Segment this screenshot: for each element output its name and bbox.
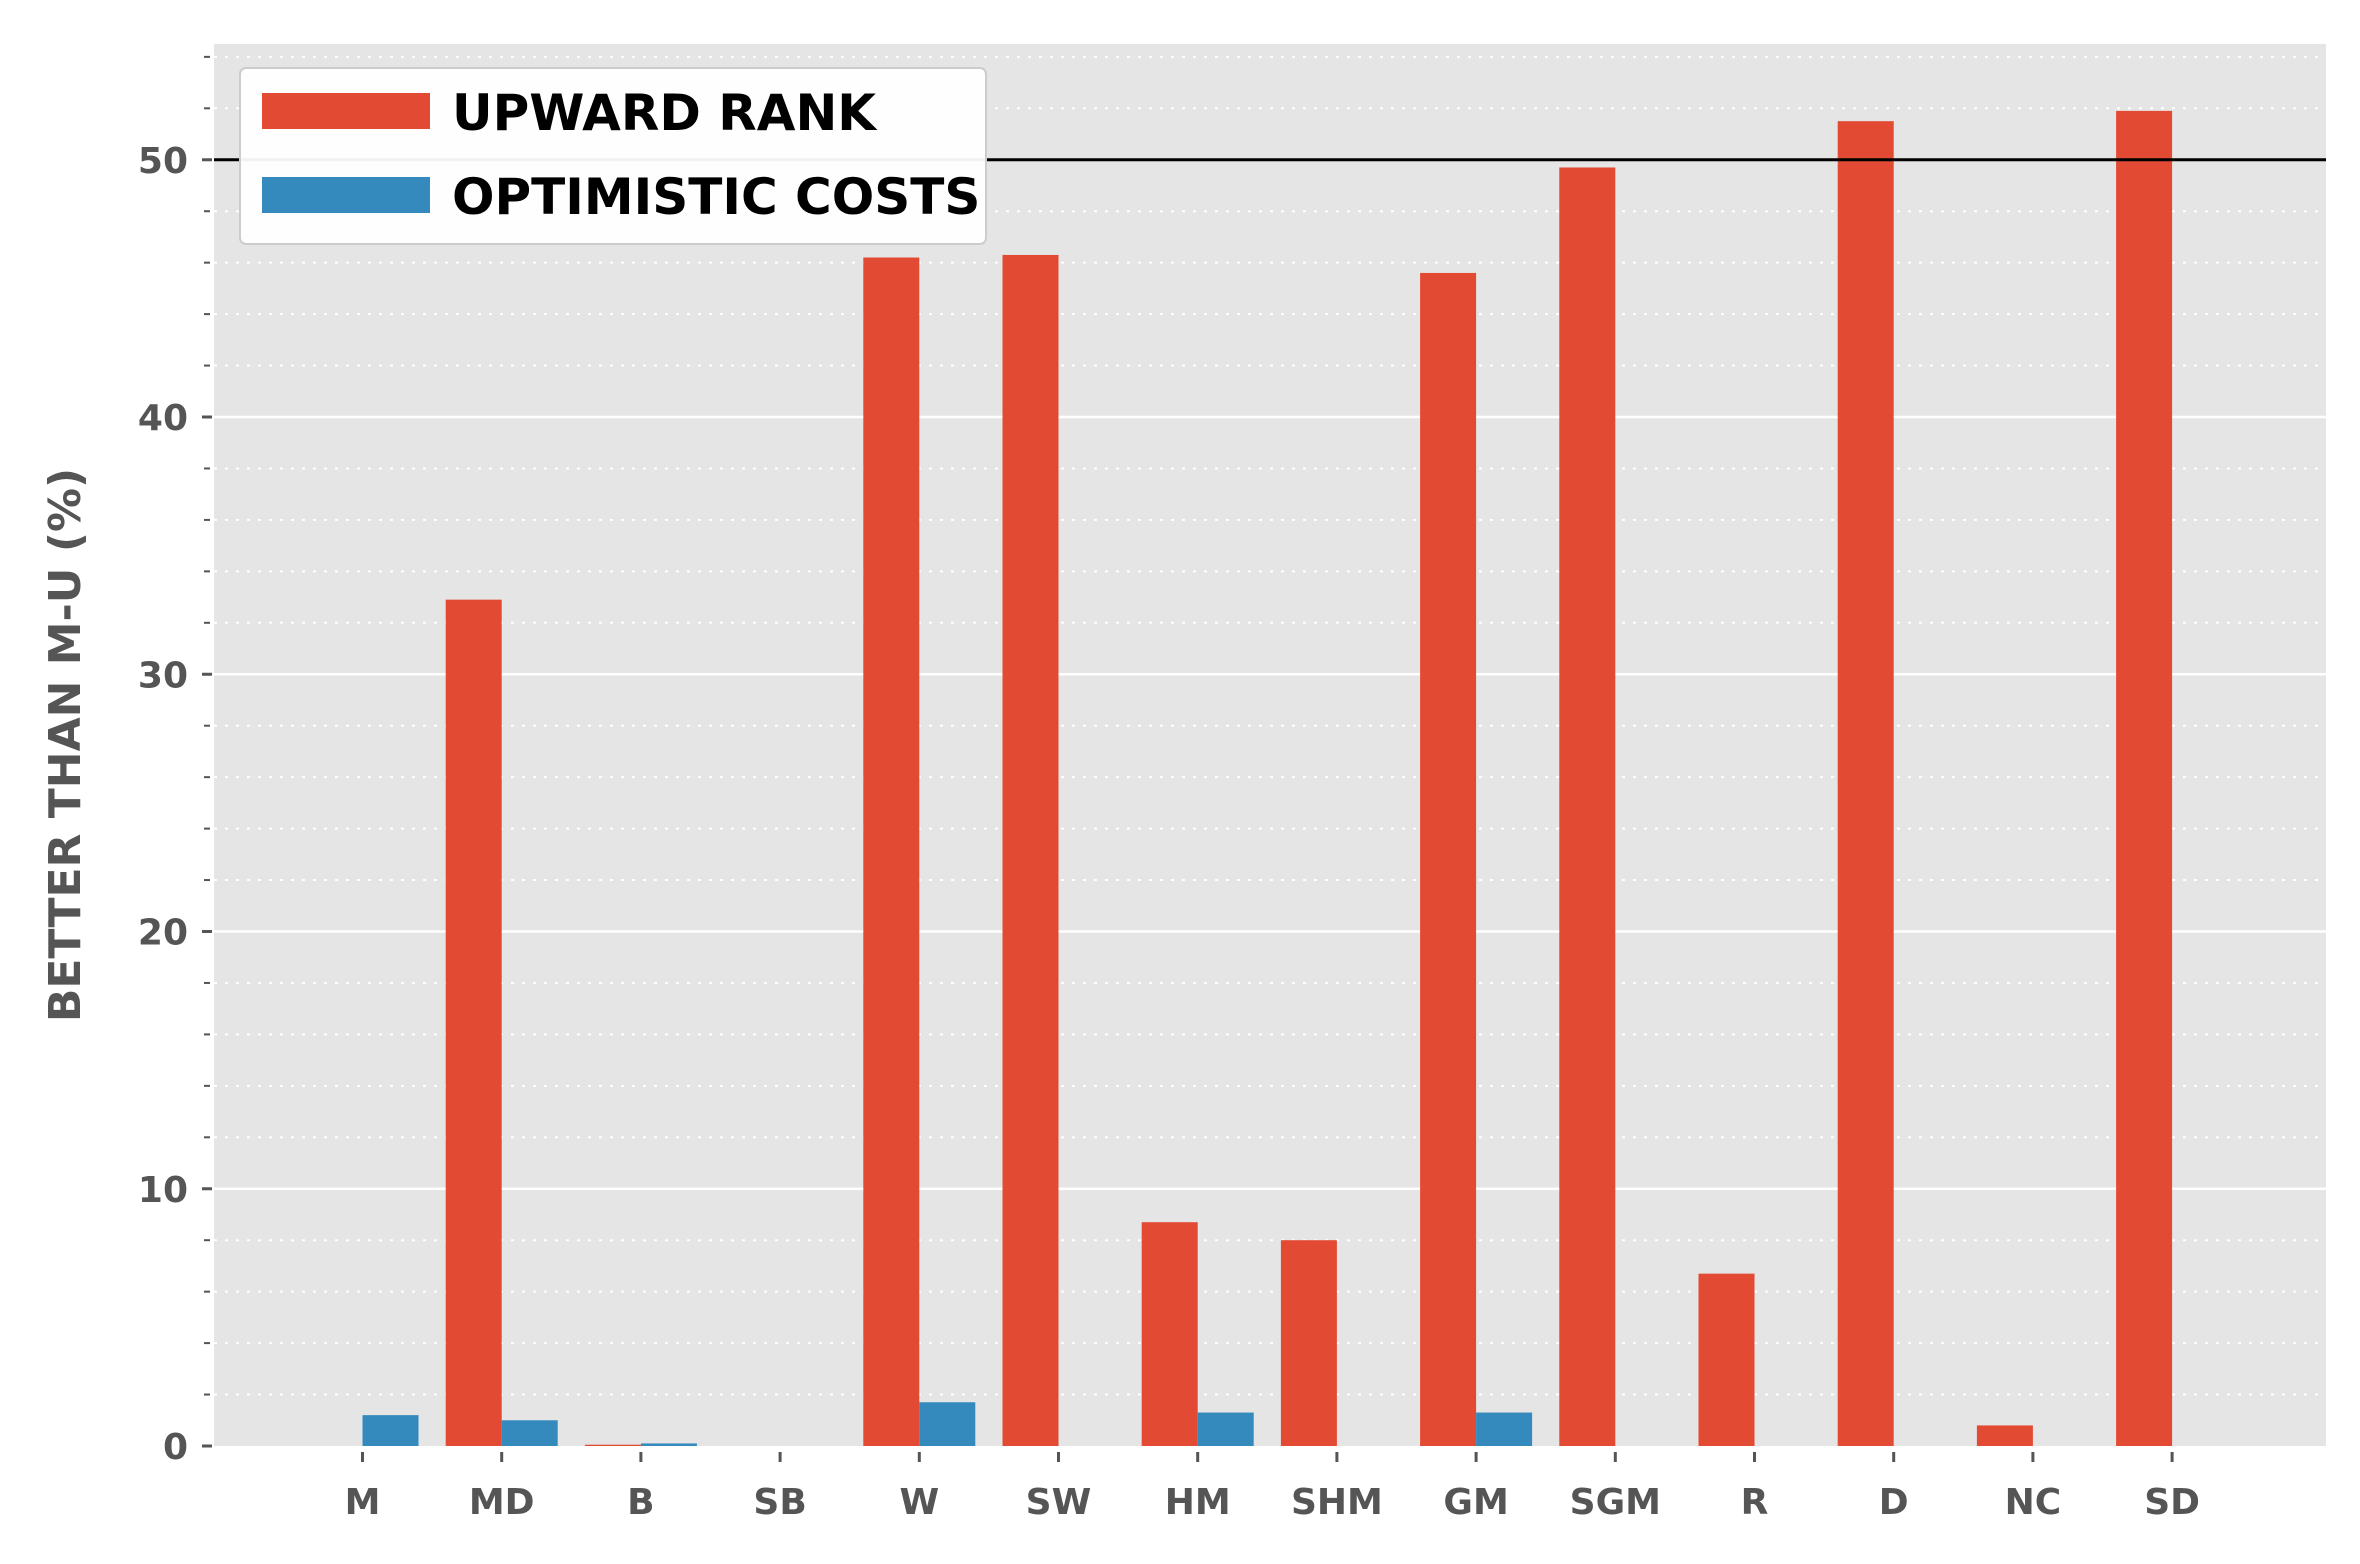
bar-upward-rank-hm xyxy=(1141,1222,1198,1446)
bar-optimistic-costs-md xyxy=(501,1420,558,1446)
y-tick-label: 0 xyxy=(163,1427,188,1468)
bar-upward-rank-sd xyxy=(2116,110,2173,1447)
y-tick-label: 40 xyxy=(138,398,188,439)
bar-optimistic-costs-w xyxy=(919,1402,976,1446)
legend-swatch-optimistic-costs xyxy=(262,177,430,213)
x-tick-label: HM xyxy=(1165,1482,1231,1523)
bar-upward-rank-gm xyxy=(1420,272,1477,1447)
legend-label-upward-rank: UPWARD RANK xyxy=(452,84,878,142)
x-tick-label: W xyxy=(899,1482,939,1523)
x-tick-label: B xyxy=(627,1482,654,1523)
bar-upward-rank-r xyxy=(1698,1273,1755,1446)
y-axis-label: BETTER THAN M-U (%) xyxy=(40,468,91,1022)
bar-optimistic-costs-m xyxy=(362,1415,419,1446)
plot-background xyxy=(214,44,2326,1446)
x-tick-label: GM xyxy=(1443,1482,1508,1523)
x-tick-label: SGM xyxy=(1570,1482,1661,1523)
x-tick-label: M xyxy=(345,1482,381,1523)
x-tick-label: MD xyxy=(469,1482,535,1523)
bar-upward-rank-sw xyxy=(1002,254,1059,1446)
bar-upward-rank-w xyxy=(863,257,920,1446)
y-tick-label: 20 xyxy=(138,913,188,954)
bar-optimistic-costs-hm xyxy=(1197,1412,1254,1446)
y-tick-label: 50 xyxy=(138,141,188,182)
bars xyxy=(362,110,2173,1447)
bar-upward-rank-shm xyxy=(1280,1240,1337,1446)
x-axis: M MD B SB W SW HM SHM GM SGM R D NC SD xyxy=(345,1452,2200,1523)
x-tick-label: SB xyxy=(753,1482,806,1523)
bar-upward-rank-sgm xyxy=(1559,167,1616,1447)
x-tick-label: NC xyxy=(2005,1482,2062,1523)
bar-upward-rank-nc xyxy=(1976,1425,2033,1446)
x-tick-label: SHM xyxy=(1291,1482,1383,1523)
minor-grid xyxy=(214,55,2326,1396)
bar-optimistic-costs-gm xyxy=(1476,1412,1533,1446)
x-tick-label: D xyxy=(1879,1482,1909,1523)
legend: UPWARD RANK OPTIMISTIC COSTS xyxy=(239,67,987,245)
bar-optimistic-costs-b xyxy=(640,1443,697,1446)
bar-upward-rank-md xyxy=(445,599,502,1446)
x-tick-label: SD xyxy=(2144,1482,2200,1523)
y-axis: 0 10 20 30 40 50 xyxy=(138,55,212,1468)
y-tick-label: 10 xyxy=(138,1170,188,1211)
legend-label-optimistic-costs: OPTIMISTIC COSTS xyxy=(452,168,980,226)
y-tick-label: 30 xyxy=(138,655,188,696)
legend-swatch-upward-rank xyxy=(262,93,430,129)
x-tick-label: SW xyxy=(1026,1482,1092,1523)
bar-upward-rank-b xyxy=(584,1444,641,1446)
bar-upward-rank-d xyxy=(1837,121,1894,1446)
x-tick-label: R xyxy=(1741,1482,1769,1523)
